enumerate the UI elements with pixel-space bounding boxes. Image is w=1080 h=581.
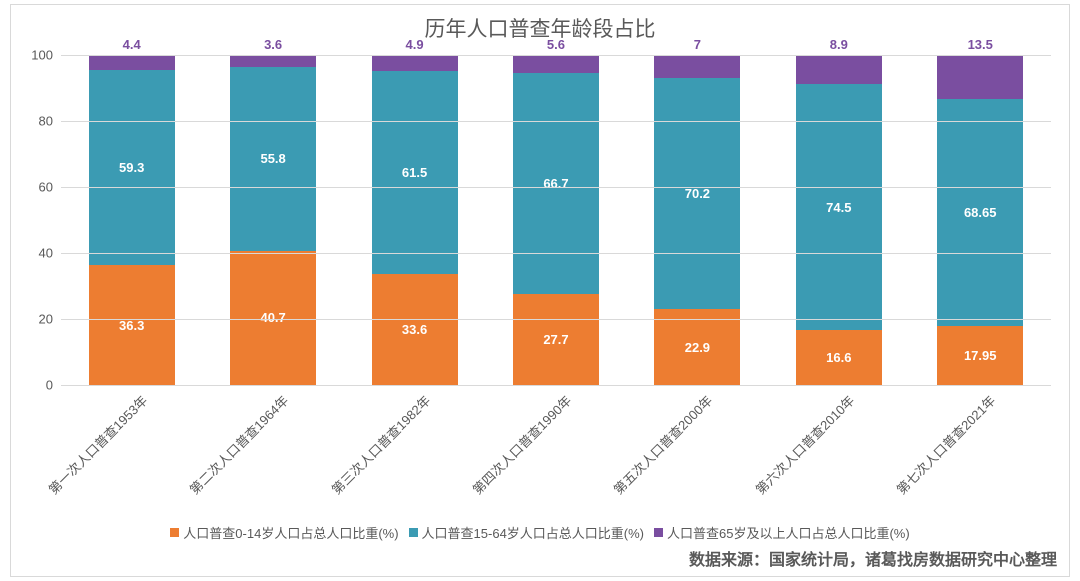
x-tick-label: 第六次人口普查2010年: [750, 391, 857, 498]
x-tick-label: 第二次人口普查1964年: [185, 391, 292, 498]
legend-label: 人口普查0-14岁人口占总人口比重(%): [183, 523, 398, 542]
bar-segment: 3.6: [230, 55, 316, 67]
gridline: [61, 187, 1051, 188]
y-tick-label: 100: [31, 48, 53, 63]
legend-item: 人口普查15-64岁人口占总人口比重(%): [409, 523, 644, 542]
chart-container: 历年人口普查年龄段占比 36.359.34.4第一次人口普查1953年40.75…: [0, 0, 1080, 581]
bar-segment: 40.7: [230, 251, 316, 385]
y-tick-label: 80: [39, 114, 53, 129]
legend-swatch: [409, 528, 418, 537]
bar-segment: 13.5: [937, 55, 1023, 100]
gridline: [61, 385, 1051, 386]
bar: 22.970.27第五次人口普查2000年: [654, 55, 740, 385]
bar-segment: 22.9: [654, 309, 740, 385]
legend-item: 人口普查65岁及以上人口占总人口比重(%): [654, 523, 910, 542]
bar-segment: 17.95: [937, 326, 1023, 385]
bar-segment: 36.3: [89, 265, 175, 385]
x-tick-label: 第一次人口普查1953年: [43, 391, 150, 498]
legend-label: 人口普查65岁及以上人口占总人口比重(%): [667, 523, 910, 542]
bar: 17.9568.6513.5第七次人口普查2021年: [937, 55, 1023, 385]
x-tick-label: 第七次人口普查2021年: [892, 391, 999, 498]
y-tick-label: 40: [39, 246, 53, 261]
bar-segment: 16.6: [796, 330, 882, 385]
legend: 人口普查0-14岁人口占总人口比重(%) 人口普查15-64岁人口占总人口比重(%…: [11, 523, 1069, 542]
bar-value-label: 8.9: [830, 37, 848, 52]
source-label: 数据来源：国家统计局，诸葛找房数据研究中心整理: [689, 546, 1057, 570]
legend-swatch: [170, 528, 179, 537]
gridline: [61, 319, 1051, 320]
bars-group: 36.359.34.4第一次人口普查1953年 40.755.83.6第二次人口普…: [61, 55, 1051, 385]
chart-title: 历年人口普查年龄段占比: [11, 5, 1069, 43]
bar: 36.359.34.4第一次人口普查1953年: [89, 55, 175, 385]
y-tick-label: 60: [39, 180, 53, 195]
gridline: [61, 121, 1051, 122]
bar-segment: 59.3: [89, 70, 175, 266]
bar-value-label: 4.9: [406, 37, 424, 52]
plot-area: 36.359.34.4第一次人口普查1953年 40.755.83.6第二次人口普…: [61, 55, 1051, 385]
bar-value-label: 5.6: [547, 37, 565, 52]
bar-value-label: 7: [694, 37, 701, 52]
bar: 27.766.75.6第四次人口普查1990年: [513, 55, 599, 385]
bar: 16.674.58.9第六次人口普查2010年: [796, 55, 882, 385]
y-tick-label: 20: [39, 312, 53, 327]
bar-segment: 61.5: [372, 71, 458, 274]
bar-segment: 27.7: [513, 294, 599, 385]
gridline: [61, 253, 1051, 254]
x-tick-label: 第三次人口普查1982年: [326, 391, 433, 498]
chart-inner: 历年人口普查年龄段占比 36.359.34.4第一次人口普查1953年40.75…: [10, 4, 1070, 577]
legend-label: 人口普查15-64岁人口占总人口比重(%): [422, 523, 644, 542]
bar-segment: 66.7: [513, 73, 599, 293]
x-tick-label: 第五次人口普查2000年: [609, 391, 716, 498]
bar: 40.755.83.6第二次人口普查1964年: [230, 55, 316, 385]
bar-segment: 33.6: [372, 274, 458, 385]
bar-segment: 68.65: [937, 99, 1023, 326]
bar-value-label: 4.4: [123, 37, 141, 52]
bar-segment: 8.9: [796, 55, 882, 84]
x-tick-label: 第四次人口普查1990年: [468, 391, 575, 498]
legend-item: 人口普查0-14岁人口占总人口比重(%): [170, 523, 398, 542]
bar-segment: 55.8: [230, 67, 316, 251]
bar-segment: 70.2: [654, 78, 740, 310]
bar: 33.661.54.9第三次人口普查1982年: [372, 55, 458, 385]
gridline: [61, 55, 1051, 56]
bar-segment: 5.6: [513, 55, 599, 73]
bar-segment: 4.4: [89, 55, 175, 70]
bar-value-label: 13.5: [968, 37, 993, 52]
legend-swatch: [654, 528, 663, 537]
y-tick-label: 0: [46, 378, 53, 393]
bar-segment: 4.9: [372, 55, 458, 71]
bar-value-label: 3.6: [264, 37, 282, 52]
bar-segment: 7: [654, 55, 740, 78]
